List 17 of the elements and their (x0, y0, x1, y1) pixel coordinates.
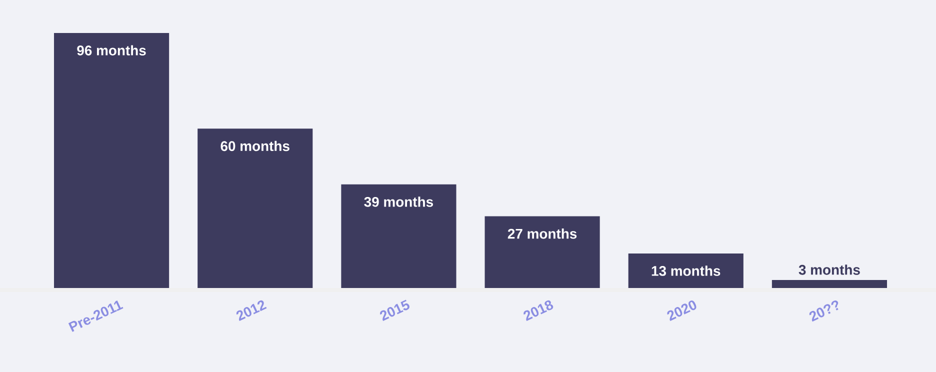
bar (54, 33, 170, 288)
data-label: 39 months (364, 196, 434, 207)
data-label: 13 months (652, 266, 720, 276)
x-tick-label: 2020 (667, 300, 696, 321)
data-label: 96 months (77, 45, 146, 56)
x-tick-label: 2018 (524, 300, 554, 321)
bar (772, 280, 888, 288)
bar (341, 184, 456, 288)
data-label: 27 months (508, 228, 577, 239)
data-label: 3 months (798, 264, 860, 275)
x-tick-label: 2015 (380, 300, 410, 321)
bar (484, 216, 600, 288)
bar (198, 128, 313, 288)
x-tick-label: 2012 (236, 300, 267, 321)
bar (628, 253, 744, 288)
x-tick-label: 20?? (809, 300, 838, 322)
data-label: 60 months (220, 140, 290, 152)
